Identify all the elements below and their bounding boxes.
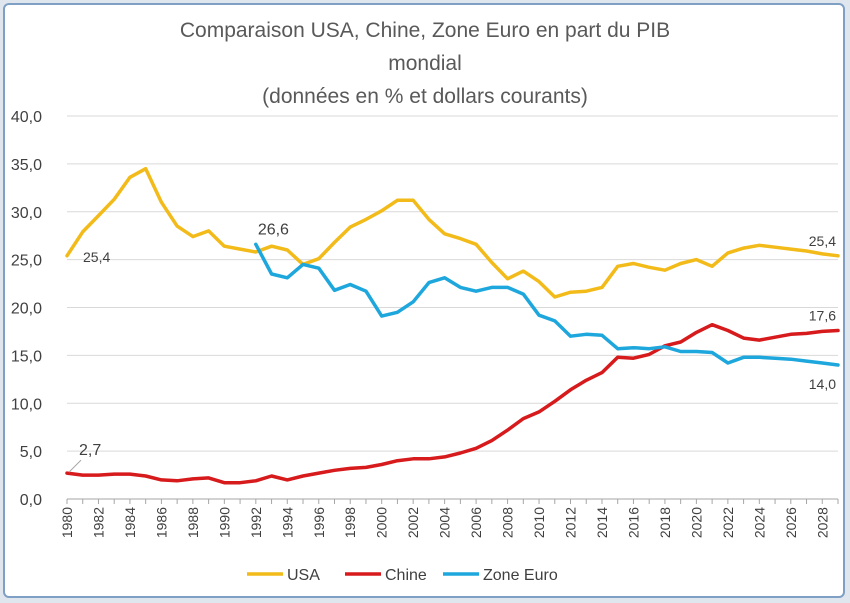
x-tick-label: 1988 bbox=[185, 507, 201, 538]
y-tick-label: 10,0 bbox=[11, 396, 42, 413]
x-tick-label: 2024 bbox=[751, 507, 767, 538]
x-tick-label: 1996 bbox=[311, 507, 327, 538]
legend-item-chine: Chine bbox=[345, 567, 427, 584]
y-tick-label: 40,0 bbox=[11, 109, 42, 126]
x-tick-label: 2006 bbox=[468, 507, 484, 538]
x-tick-label: 2020 bbox=[688, 507, 704, 538]
x-tick-label: 2026 bbox=[783, 507, 799, 538]
legend-item-usa: USA bbox=[247, 567, 320, 584]
x-axis: 1980 1982 1984 1986 1988 1990 1992 1994 1996 1998… bbox=[59, 498, 839, 538]
x-tick-label: 2028 bbox=[814, 507, 830, 538]
x-tick-label: 1986 bbox=[153, 507, 169, 538]
y-tick-label: 15,0 bbox=[11, 348, 42, 365]
data-label: 14,0 bbox=[809, 376, 836, 392]
y-tick-label: 20,0 bbox=[11, 301, 42, 318]
chart-title-line-2: mondial bbox=[388, 52, 462, 75]
chart-title-line-3: (données en % et dollars courants) bbox=[262, 85, 588, 108]
x-tick-label: 2010 bbox=[531, 507, 547, 538]
legend-item-zone-euro: Zone Euro bbox=[443, 567, 558, 584]
chart-title: Comparaison USA, Chine, Zone Euro en par… bbox=[180, 19, 670, 108]
data-label: 25,4 bbox=[809, 233, 836, 249]
series-line-zone-euro bbox=[254, 242, 840, 367]
x-tick-label: 2012 bbox=[563, 507, 579, 538]
x-tick-label: 1998 bbox=[342, 507, 358, 538]
y-tick-label: 5,0 bbox=[20, 444, 42, 461]
x-tick-label: 2014 bbox=[594, 507, 610, 538]
x-tick-label: 2002 bbox=[405, 507, 421, 538]
y-axis: 0,0 5,0 10,0 15,0 20,0 25,0 30,0 35,0 40,0 bbox=[11, 109, 42, 509]
legend-label: Chine bbox=[385, 567, 427, 584]
legend-label: USA bbox=[287, 567, 320, 584]
x-tick-label: 2016 bbox=[625, 507, 641, 538]
x-tick-label: 2022 bbox=[720, 507, 736, 538]
series-lines bbox=[65, 166, 840, 485]
y-tick-label: 35,0 bbox=[11, 157, 42, 174]
series-line-chine bbox=[65, 322, 840, 485]
y-tick-label: 0,0 bbox=[20, 492, 42, 509]
data-labels: 25,4 2,7 26,6 25,4 17,6 14,0 bbox=[68, 221, 836, 473]
x-tick-label: 1990 bbox=[216, 507, 232, 538]
y-tick-label: 30,0 bbox=[11, 205, 42, 222]
x-tick-label: 1992 bbox=[248, 507, 264, 538]
y-tick-label: 25,0 bbox=[11, 253, 42, 270]
series-line-usa bbox=[65, 166, 840, 299]
x-tick-label: 2000 bbox=[374, 507, 390, 538]
x-tick-label: 1994 bbox=[279, 507, 295, 538]
x-tick-label: 2004 bbox=[437, 507, 453, 538]
data-label: 17,6 bbox=[809, 307, 836, 323]
data-label: 2,7 bbox=[79, 442, 101, 459]
legend: USA Chine Zone Euro bbox=[247, 567, 558, 584]
x-tick-label: 1984 bbox=[122, 507, 138, 538]
x-tick-label: 1982 bbox=[90, 507, 106, 538]
x-tick-label: 1980 bbox=[59, 507, 75, 538]
x-tick-label: 2008 bbox=[500, 507, 516, 538]
gridlines bbox=[67, 115, 838, 500]
data-label: 26,6 bbox=[258, 221, 289, 238]
x-tick-label: 2018 bbox=[657, 507, 673, 538]
legend-label: Zone Euro bbox=[483, 567, 558, 584]
data-label-leader bbox=[68, 459, 82, 473]
chart-title-line-1: Comparaison USA, Chine, Zone Euro en par… bbox=[180, 19, 670, 42]
data-label: 25,4 bbox=[83, 249, 110, 265]
